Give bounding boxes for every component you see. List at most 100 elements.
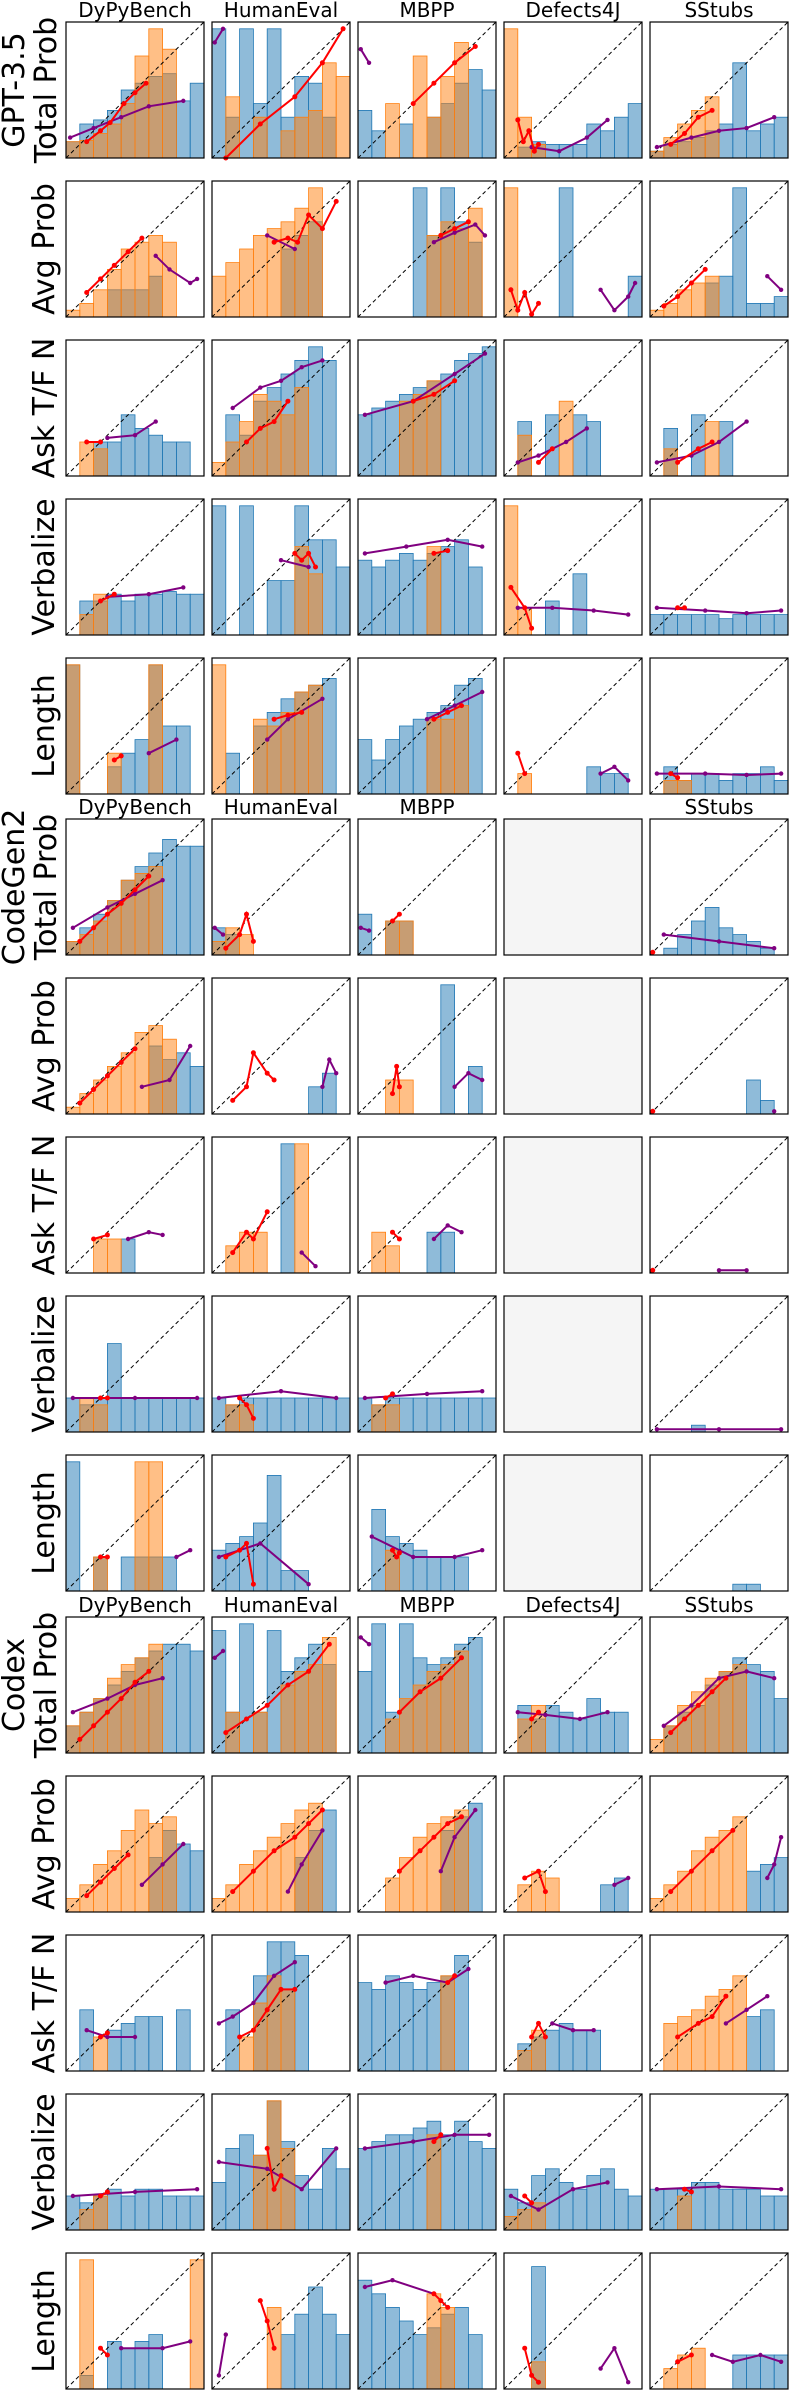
blue-bar: [732, 773, 747, 795]
red-point: [668, 1889, 674, 1895]
purple-point: [473, 222, 478, 227]
purple-point: [265, 233, 270, 238]
row-label: Total Prob: [29, 814, 64, 961]
orange-bar: [225, 96, 241, 159]
purple-point: [299, 365, 304, 370]
blue-bar: [266, 28, 282, 159]
orange-bar: [148, 28, 164, 159]
panel-frame: [357, 818, 497, 956]
red-point: [264, 1702, 270, 1708]
panel-frame: [211, 339, 351, 477]
purple-point: [744, 419, 749, 424]
red-series-line: [225, 1643, 331, 1734]
red-point: [292, 1986, 298, 1992]
panel-frame: [503, 180, 643, 318]
red-point: [285, 398, 291, 404]
column-title-defects4j: Defects4J: [526, 0, 621, 22]
red-point: [146, 873, 152, 879]
panel-frame: [65, 1136, 205, 1274]
panel-frame: [649, 1616, 789, 1754]
blue-bar: [558, 187, 574, 318]
blue-bar: [321, 1397, 337, 1433]
red-point: [292, 1834, 298, 1840]
purple-series-line: [154, 255, 198, 285]
purple-point: [778, 287, 784, 292]
purple-point: [744, 1268, 749, 1273]
purple-point: [366, 60, 372, 65]
panel-frame: [649, 498, 789, 636]
blue-bar: [321, 359, 337, 477]
purple-point: [716, 439, 722, 445]
blue-bar: [357, 2279, 373, 2390]
red-series-line: [79, 875, 150, 943]
blue-bar: [412, 559, 428, 636]
purple-series-line: [613, 1877, 629, 1886]
blue-bar: [225, 2147, 241, 2231]
red-point: [306, 212, 312, 218]
orange-bar: [148, 664, 164, 795]
diagonal-line: [357, 1775, 497, 1913]
model-label: Codex: [0, 1638, 32, 1732]
purple-series-line: [385, 1968, 469, 1984]
blue-bar: [239, 505, 254, 636]
diagonal-line: [357, 498, 497, 636]
blue-bar: [760, 947, 775, 956]
purple-point: [320, 1084, 325, 1090]
panel-frame: [357, 1136, 497, 1274]
diagonal-line: [211, 1775, 351, 1913]
blue-bar: [148, 434, 164, 477]
blue-bar: [280, 1397, 296, 1433]
red-series-line: [245, 400, 289, 443]
red-point: [132, 1046, 138, 1052]
orange-bar: [398, 400, 414, 477]
red-point: [445, 709, 451, 715]
red-series-line: [537, 448, 554, 464]
panel-frame: [649, 180, 789, 318]
red-point: [536, 2020, 541, 2026]
red-point: [438, 1675, 444, 1681]
purple-point: [216, 2373, 222, 2378]
blue-bar: [649, 614, 665, 636]
purple-point: [132, 1395, 138, 1401]
purple-point: [598, 2366, 603, 2371]
purple-point: [570, 2028, 576, 2033]
orange-bar: [385, 103, 400, 159]
orange-bar: [294, 1671, 309, 1754]
blue-bar: [371, 407, 386, 477]
red-point: [390, 1229, 395, 1235]
blue-bar: [760, 1671, 775, 1754]
orange-bar: [335, 76, 351, 159]
red-point: [431, 2291, 437, 2297]
red-point: [118, 753, 124, 759]
blue-bar: [120, 2023, 136, 2072]
red-point: [104, 1232, 110, 1238]
orange-bar: [93, 2195, 108, 2231]
column-title-sstubs: SStubs: [684, 795, 753, 819]
red-point: [723, 1675, 729, 1681]
panel-frame: [65, 1616, 205, 1754]
purple-series-line: [656, 772, 782, 776]
purple-point: [515, 605, 520, 610]
red-series-line: [516, 752, 526, 774]
diagonal-line: [65, 977, 205, 1115]
panel-frame: [211, 818, 351, 956]
red-point: [77, 1100, 83, 1106]
red-point: [250, 1868, 256, 1874]
blue-bar: [65, 2195, 81, 2231]
blue-bar: [385, 2306, 400, 2390]
blue-bar: [467, 353, 483, 477]
orange-bar: [412, 393, 428, 477]
purple-point: [716, 128, 722, 133]
blue-bar: [175, 1052, 191, 1115]
purple-point: [181, 585, 186, 590]
purple-point: [160, 2346, 165, 2351]
red-point: [383, 1395, 389, 1401]
blue-bar: [746, 1664, 761, 1754]
red-point: [668, 141, 674, 147]
blue-bar: [308, 346, 323, 477]
orange-bar: [308, 187, 323, 318]
orange-bar: [107, 268, 122, 318]
purple-point: [703, 771, 708, 776]
purple-point: [188, 280, 193, 286]
blue-bar: [371, 2141, 386, 2231]
